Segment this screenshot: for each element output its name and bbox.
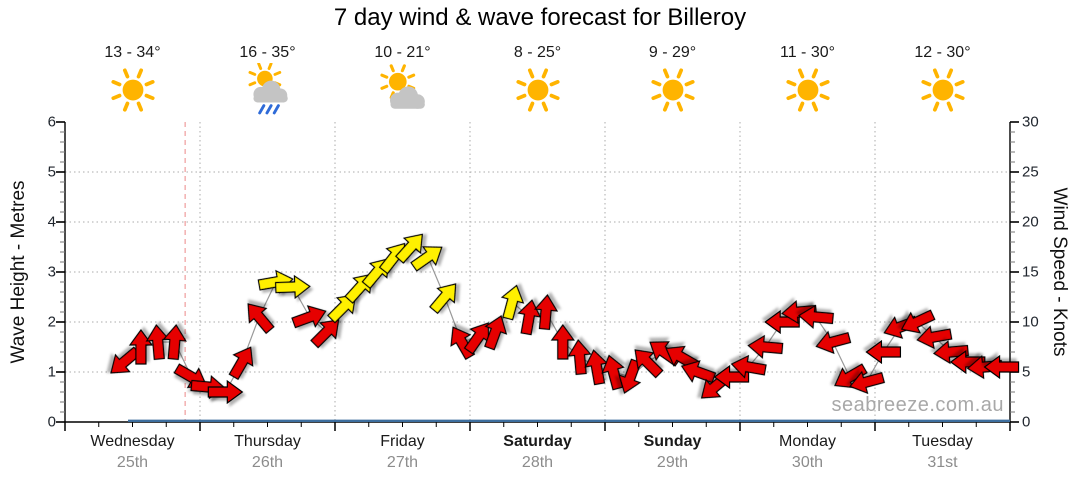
temp-range-label: 13 - 34° — [104, 44, 161, 61]
wind-arrow — [145, 324, 170, 361]
wind-arrow — [162, 324, 187, 361]
day-label: Wednesday — [90, 433, 175, 450]
wind-arrow — [517, 299, 542, 336]
wind-arrow — [983, 354, 1020, 380]
wind-arrow — [730, 354, 767, 379]
wind-arrow — [394, 233, 423, 264]
gridlines — [65, 122, 1010, 422]
temp-range-label: 16 - 35° — [239, 44, 296, 61]
wind-arrow — [680, 360, 717, 384]
date-label: 29th — [656, 454, 689, 471]
date-label: 26th — [251, 454, 284, 471]
temp-range-label: 12 - 30° — [914, 44, 971, 61]
temp-range-label: 10 - 21° — [374, 44, 431, 61]
wind-arrow — [207, 379, 244, 405]
date-label: 27th — [386, 454, 419, 471]
sunny-icon — [110, 68, 155, 112]
wind-arrow — [567, 339, 592, 376]
wind-arrow — [550, 323, 575, 360]
wind-arrow — [291, 305, 327, 329]
wind-arrow — [429, 283, 457, 315]
wave-axis-tick-label: 5 — [47, 163, 56, 181]
wind-arrows — [110, 233, 1020, 405]
wave-axis-tick-label: 1 — [47, 363, 56, 381]
page-title: 7 day wind & wave forecast for Billeroy — [333, 4, 747, 31]
temp-range-label: 11 - 30° — [779, 44, 836, 61]
wind-arrow — [110, 346, 142, 374]
wind-arrow — [310, 319, 340, 349]
wind-arrow — [932, 339, 969, 365]
wind-axis-tick-label: 25 — [1022, 163, 1039, 181]
wind-arrow — [781, 299, 818, 325]
wind-arrow — [747, 334, 784, 360]
wind-axis-tick-label: 10 — [1022, 313, 1039, 331]
day-label: Monday — [779, 433, 836, 450]
sunny-icon — [650, 68, 695, 112]
wind-arrow — [410, 246, 443, 272]
wind-arrow — [797, 304, 834, 330]
wind-arrow — [128, 328, 154, 365]
wave-axis-tick-label: 4 — [47, 213, 56, 231]
wind-arrow — [463, 322, 490, 355]
temp-range-label: 8 - 25° — [513, 44, 562, 61]
wind-arrow — [916, 325, 953, 350]
wind-axis-title: Wind Speed - Knots — [1049, 187, 1070, 357]
sunny-icon — [515, 68, 560, 112]
wind-axis-tick-label: 15 — [1022, 263, 1039, 281]
watermark: seabreeze.com.au — [831, 394, 1004, 416]
wind-arrow — [849, 370, 886, 395]
date-label: 25th — [116, 454, 149, 471]
date-label: 30th — [791, 454, 824, 471]
day-label: Tuesday — [912, 433, 973, 450]
wind-arrow — [327, 294, 357, 324]
wave-axis-tick-label: 3 — [47, 263, 56, 281]
sunny-icon — [920, 68, 965, 112]
wind-arrow — [484, 315, 508, 351]
wave-axis-tick-label: 2 — [47, 313, 56, 331]
wind-axis-tick-label: 5 — [1022, 363, 1031, 381]
wind-arrow — [500, 284, 525, 321]
wind-arrow — [533, 294, 559, 331]
wind-arrow — [865, 339, 902, 365]
date-label: 28th — [521, 454, 554, 471]
day-label: Sunday — [643, 433, 702, 450]
wind-arrow — [275, 274, 311, 300]
wind-arrow — [834, 363, 868, 389]
day-label: Thursday — [234, 433, 301, 450]
wind-axis-tick-label: 30 — [1022, 113, 1039, 131]
sun-cloud-icon — [379, 64, 425, 109]
wave-axis-tick-label: 6 — [47, 113, 56, 131]
wind-arrow — [247, 303, 275, 335]
sun-rain-icon — [248, 63, 288, 115]
wind-arrow — [618, 358, 642, 394]
sunny-icon — [785, 68, 830, 112]
wind-axis-tick-label: 20 — [1022, 213, 1039, 231]
wave-axis-title: Wave Height - Metres — [8, 180, 29, 364]
date-label: 31st — [927, 454, 958, 471]
wind-arrow — [815, 330, 852, 355]
day-label: Saturday — [503, 433, 572, 450]
wind-axis-tick-label: 0 — [1022, 413, 1031, 431]
wind-arrow — [900, 309, 936, 334]
wave-axis-tick-label: 0 — [47, 413, 56, 431]
wind-arrow — [228, 346, 254, 381]
wind-arrow — [634, 349, 664, 379]
temp-range-label: 9 - 29° — [648, 44, 697, 61]
day-label: Friday — [380, 433, 425, 450]
wind-arrow — [584, 349, 609, 386]
axes — [56, 121, 1019, 431]
